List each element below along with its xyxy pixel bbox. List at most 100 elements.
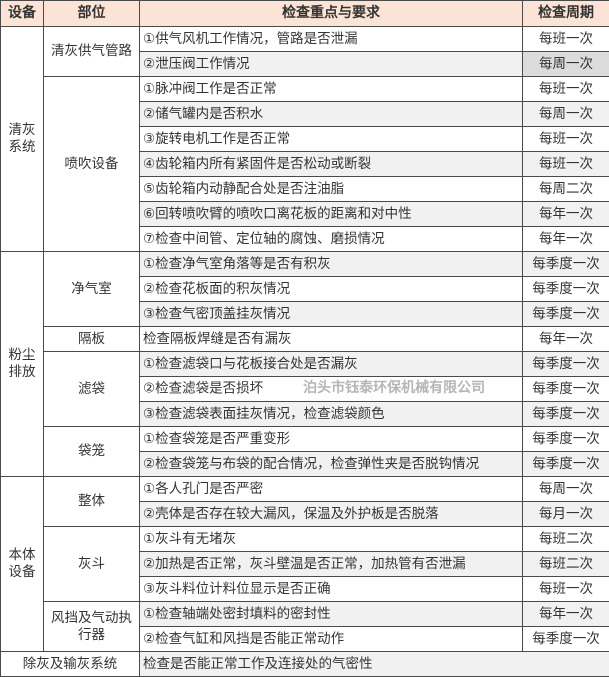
requirement-text: ①检查滤袋口与花板接合处是否漏灰 (143, 356, 358, 372)
period-cell: 每季度一次 (523, 352, 609, 377)
requirement-text: ⑦检查中间管、定位轴的腐蚀、磨损情况 (143, 231, 385, 247)
period-cell: 每季度一次 (523, 252, 609, 277)
period-cell: 每年一次 (523, 202, 609, 227)
requirement-text: ②检查气缸和风挡是否能正常动作 (143, 631, 344, 647)
requirement-cell: ②泄压阀工作情况 (140, 52, 523, 77)
requirement-text: ⑥回转喷吹臂的喷吹口离花板的距离和对中性 (143, 206, 412, 222)
requirement-text: ①检查袋笼是否严重变形 (143, 431, 290, 447)
header-equipment: 设备 (1, 1, 44, 27)
requirement-text: ⑤齿轮箱内动静配合处是否注油脂 (143, 181, 344, 197)
requirement-text: ①检查轴端处密封填料的密封性 (143, 606, 331, 622)
part-cell: 灰斗 (44, 527, 140, 602)
requirement-text: ③灰斗料位计料位显示是否正确 (143, 581, 331, 597)
requirement-cell: ①检查轴端处密封填料的密封性 (140, 602, 523, 627)
requirement-cell: ②检查滤袋是否损坏 泊头市钰泰环保机械有限公司 (140, 377, 523, 402)
requirement-text: ②储气罐内是否积水 (143, 106, 263, 122)
requirement-text: ④齿轮箱内所有紧固件是否松动或断裂 (143, 156, 371, 172)
part-cell: 整体 (44, 477, 140, 527)
header-period: 检查周期 (523, 1, 609, 27)
period-cell: 每周一次 (523, 102, 609, 127)
requirement-text: 检查隔板焊缝是否有漏灰 (143, 331, 292, 347)
equipment-cell: 清灰系统 (1, 27, 44, 252)
period-cell: 每季度一次 (523, 627, 609, 652)
part-cell: 隔板 (44, 327, 140, 352)
requirement-text: ①各人孔门是否严密 (143, 481, 263, 497)
requirement-cell: ①供气风机工作情况，管路是否泄漏 (140, 27, 523, 52)
period-cell: 每年一次 (523, 327, 609, 352)
period-cell: 每年一次 (523, 602, 609, 627)
part-cell: 净气室 (44, 252, 140, 327)
requirement-cell: ⑦检查中间管、定位轴的腐蚀、磨损情况 (140, 227, 523, 252)
period-cell: 每班二次 (523, 552, 609, 577)
requirement-cell: ②壳体是否存在较大漏风，保温及外护板是否脱落 (140, 502, 523, 527)
requirement-cell: ③旋转电机工作是否正常 (140, 127, 523, 152)
requirement-cell: ①灰斗有无堵灰 (140, 527, 523, 552)
period-cell: 每班一次 (523, 577, 609, 602)
requirement-cell: ③检查气密顶盖挂灰情况 (140, 302, 523, 327)
period-cell: 每班一次 (523, 27, 609, 52)
requirement-cell: ⑤齿轮箱内动静配合处是否注油脂 (140, 177, 523, 202)
requirement-text: ③检查气密顶盖挂灰情况 (143, 306, 290, 322)
table-row: 隔板检查隔板焊缝是否有漏灰 每年一次 (1, 327, 609, 352)
watermark: 泊头市钰泰环保机械有限公司 (303, 380, 485, 397)
period-cell: 每季度一次 (523, 302, 609, 327)
requirement-text: ①供气风机工作情况，管路是否泄漏 (143, 31, 358, 47)
table-row: 除灰及输灰系统检查是否能正常工作及连接处的气密性 (1, 652, 609, 677)
requirement-text: ②壳体是否存在较大漏风，保温及外护板是否脱落 (143, 506, 439, 522)
requirement-text: ②检查滤袋是否损坏 (143, 381, 263, 397)
requirement-cell: ②检查袋笼与布袋的配合情况，检查弹性夹是否脱钩情况 (140, 452, 523, 477)
requirement-cell: ②检查花板面的积灰情况 (140, 277, 523, 302)
period-cell: 每季度一次 (523, 377, 609, 402)
period-cell: 每月一次 (523, 502, 609, 527)
requirement-text: ①脉冲阀工作是否正常 (143, 81, 277, 97)
part-cell: 袋笼 (44, 427, 140, 477)
requirement-cell: 检查是否能正常工作及连接处的气密性 (140, 652, 609, 677)
requirement-cell: ①检查滤袋口与花板接合处是否漏灰 (140, 352, 523, 377)
header-part: 部位 (44, 1, 140, 27)
requirement-cell: ①检查净气室角落等是否有积灰 (140, 252, 523, 277)
requirement-cell: ⑥回转喷吹臂的喷吹口离花板的距离和对中性 (140, 202, 523, 227)
requirement-cell: ①各人孔门是否严密 (140, 477, 523, 502)
part-cell: 清灰供气管路 (44, 27, 140, 77)
period-cell: 每周一次 (523, 477, 609, 502)
requirement-text: ②检查花板面的积灰情况 (143, 281, 290, 297)
part-cell: 滤袋 (44, 352, 140, 427)
requirement-text: ①灰斗有无堵灰 (143, 531, 236, 547)
requirement-text: ②泄压阀工作情况 (143, 56, 250, 72)
equipment-cell: 粉尘排放 (1, 252, 44, 477)
requirement-cell: 检查隔板焊缝是否有漏灰 (140, 327, 523, 352)
period-cell: 每季度一次 (523, 427, 609, 452)
requirement-text: ③旋转电机工作是否正常 (143, 131, 290, 147)
period-cell: 每周一次 (523, 52, 609, 77)
period-cell: 每班一次 (523, 77, 609, 102)
requirement-cell: ③检查滤袋表面挂灰情况，检查滤袋颜色 (140, 402, 523, 427)
requirement-cell: ①脉冲阀工作是否正常 (140, 77, 523, 102)
requirement-text: ②加热是否正常，灰斗壁温是否正常，加热管有否泄漏 (143, 556, 466, 572)
requirement-text: ②检查袋笼与布袋的配合情况，检查弹性夹是否脱钩情况 (143, 456, 479, 472)
period-cell: 每季度一次 (523, 277, 609, 302)
requirement-cell: ②储气罐内是否积水 (140, 102, 523, 127)
period-cell: 每班一次 (523, 127, 609, 152)
part-cell: 喷吹设备 (44, 77, 140, 252)
period-cell: 每周二次 (523, 177, 609, 202)
period-cell: 每季度一次 (523, 402, 609, 427)
requirement-cell: ②加热是否正常，灰斗壁温是否正常，加热管有否泄漏 (140, 552, 523, 577)
header-requirement: 检查重点与要求 (140, 1, 523, 27)
requirement-text: ③检查滤袋表面挂灰情况，检查滤袋颜色 (143, 406, 385, 422)
equipment-cell: 本体设备 (1, 477, 44, 652)
equipment-cell: 除灰及输灰系统 (1, 652, 140, 677)
requirement-cell: ③灰斗料位计料位显示是否正确 (140, 577, 523, 602)
period-cell: 每季度一次 (523, 452, 609, 477)
period-cell: 每班一次 (523, 152, 609, 177)
header-row: 设备 部位 检查重点与要求 检查周期 (1, 1, 609, 27)
requirement-text: ①检查净气室角落等是否有积灰 (143, 256, 331, 272)
